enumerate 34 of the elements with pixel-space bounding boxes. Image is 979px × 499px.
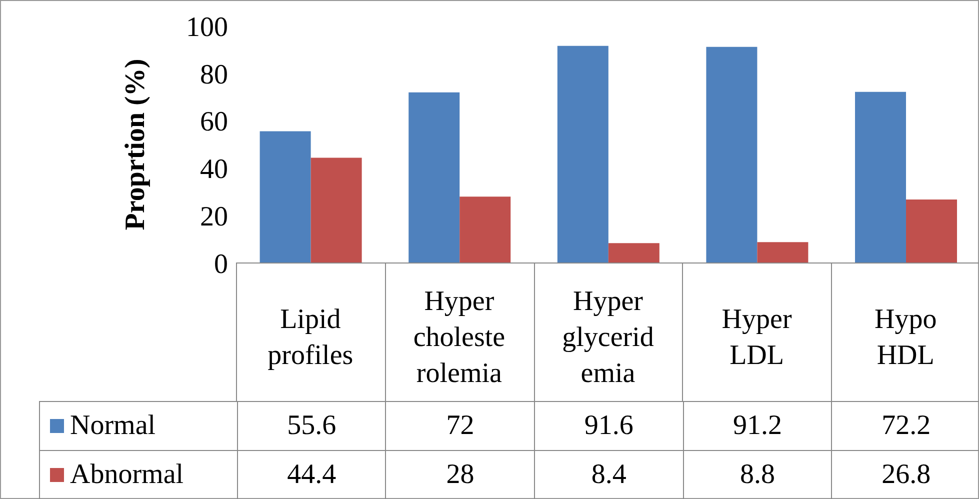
data-label: 91.2 [682, 402, 832, 450]
data-label: 91.6 [534, 402, 683, 450]
bar [557, 46, 608, 263]
bar [855, 92, 906, 263]
y-tick-label: 0 [214, 248, 228, 280]
y-tick-label: 80 [200, 59, 228, 90]
y-tick-label: 60 [200, 106, 228, 138]
y-tick-label: 100 [186, 12, 228, 43]
data-label: 8.8 [682, 451, 832, 499]
bar [608, 243, 660, 263]
data-label: 55.6 [236, 402, 386, 450]
data-label: 28 [385, 451, 534, 499]
bar [260, 131, 311, 263]
data-label: 44.4 [236, 451, 386, 499]
bar [706, 46, 758, 263]
y-axis-title: Proprtion (%) [120, 58, 151, 230]
legend-label: Normal [70, 410, 156, 442]
data-label: 72 [385, 402, 534, 450]
data-label: 8.4 [534, 451, 683, 499]
bar [408, 92, 460, 263]
y-tick-label: 40 [200, 154, 228, 186]
bar [757, 242, 808, 263]
legend-label: Abnormal [70, 459, 184, 491]
bar [906, 199, 958, 263]
y-tick-label: 20 [200, 202, 228, 233]
x-tick-label: Lipid profiles [268, 304, 354, 371]
bar [460, 196, 511, 263]
x-tick-label: Hyper LDL [722, 304, 792, 371]
x-tick-label: Hyper choleste rolemia [413, 286, 506, 389]
bar [310, 158, 362, 263]
x-tick-label: Hypo HDL [874, 304, 937, 371]
x-tick-label: Hyper glycerid emia [562, 286, 654, 389]
data-label: 72.2 [831, 402, 979, 450]
data-label: 26.8 [831, 451, 979, 499]
